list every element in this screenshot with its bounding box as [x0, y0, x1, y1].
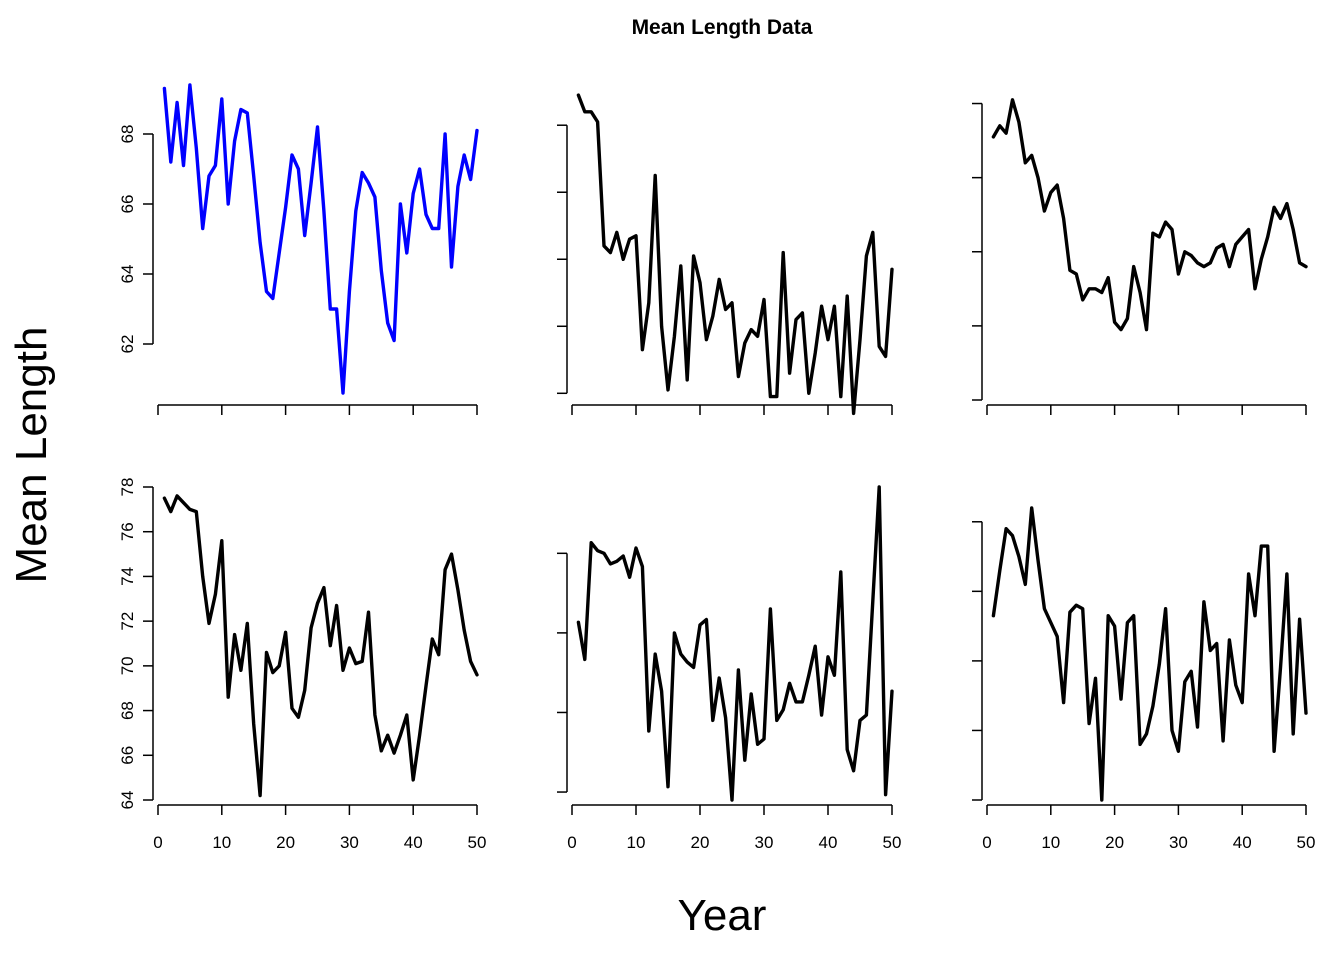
- x-tick-label: 20: [1105, 833, 1124, 852]
- y-tick-label: 68: [118, 701, 137, 720]
- x-tick-label: 40: [819, 833, 838, 852]
- x-tick-label: 40: [404, 833, 423, 852]
- y-tick-label: 74: [118, 567, 137, 586]
- x-tick-label: 30: [755, 833, 774, 852]
- panel-row2-col2: 0 10 20 30 40 50: [557, 485, 902, 852]
- x-tick-label: 20: [691, 833, 710, 852]
- x-tick-label: 40: [1233, 833, 1252, 852]
- x-axis-label: Year: [678, 891, 767, 940]
- y-tick-label: 66: [118, 746, 137, 765]
- panel-row2-col1: 0 10 20 30 40 50 64 66 68 70 72 74 76 78: [118, 478, 486, 852]
- series-line: [576, 93, 894, 416]
- y-tick-label: 72: [118, 612, 137, 631]
- series-line: [991, 98, 1308, 332]
- y-axis-label: Mean Length: [7, 327, 56, 584]
- x-tick-label: 10: [627, 833, 646, 852]
- y-tick-label: 66: [118, 195, 137, 214]
- series-line: [162, 494, 479, 798]
- series-line: [991, 506, 1308, 802]
- x-tick-label: 30: [340, 833, 359, 852]
- y-tick-label: 70: [118, 656, 137, 675]
- x-tick-label: 50: [468, 833, 487, 852]
- x-tick-label: 50: [1297, 833, 1316, 852]
- x-tick-label: 0: [567, 833, 576, 852]
- x-tick-label: 50: [883, 833, 902, 852]
- y-tick-label: 78: [118, 478, 137, 497]
- panel-row1-col1: 62 64 66 68: [118, 83, 479, 415]
- y-tick-label: 64: [118, 791, 137, 810]
- series-line: [576, 485, 894, 802]
- x-tick-label: 20: [276, 833, 295, 852]
- panel-row2-col3: 0 10 20 30 40 50: [972, 506, 1316, 852]
- y-tick-label: 68: [118, 125, 137, 144]
- chart-title: Mean Length Data: [632, 16, 813, 39]
- x-tick-label: 10: [212, 833, 231, 852]
- panel-row1-col2: [557, 93, 894, 416]
- x-tick-label: 0: [982, 833, 991, 852]
- y-tick-label: 76: [118, 522, 137, 541]
- panel-row1-col3: [972, 98, 1308, 415]
- y-tick-label: 62: [118, 335, 137, 354]
- x-tick-label: 0: [153, 833, 162, 852]
- panels-group: 62 64 66 68 0 10 20 30 40 50 64 66 68 70 72 74 76 78 0 10 20…: [118, 83, 1316, 852]
- series-line: [162, 83, 479, 395]
- y-tick-label: 64: [118, 265, 137, 284]
- x-tick-label: 10: [1041, 833, 1060, 852]
- x-tick-label: 30: [1169, 833, 1188, 852]
